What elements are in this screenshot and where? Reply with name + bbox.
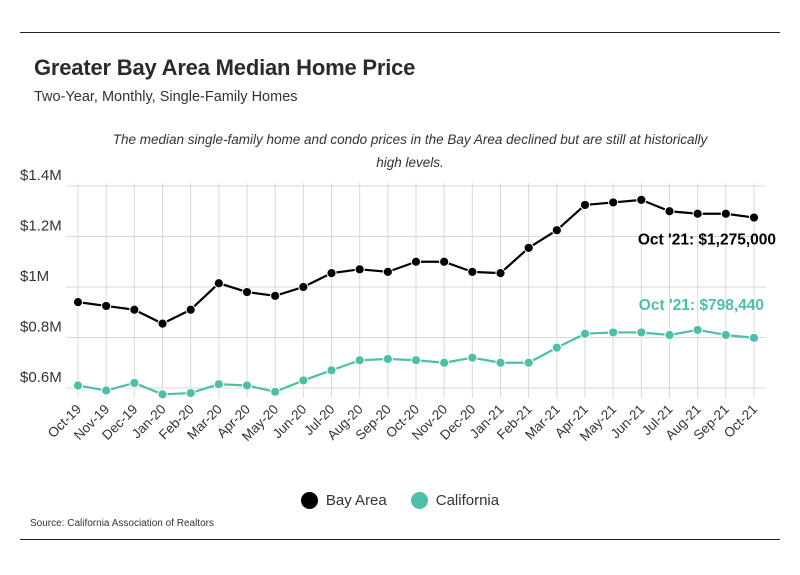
data-point-bay-area[interactable] bbox=[129, 304, 140, 315]
data-point-california[interactable] bbox=[551, 342, 562, 353]
chart-title: Greater Bay Area Median Home Price bbox=[34, 55, 416, 80]
source-note: Source: California Association of Realto… bbox=[30, 518, 214, 529]
data-point-california[interactable] bbox=[129, 377, 140, 389]
data-point-california[interactable] bbox=[241, 380, 253, 391]
data-point-california[interactable] bbox=[579, 328, 591, 339]
end-label-bay-area: Oct '21: $1,275,000 bbox=[638, 232, 776, 249]
data-point-california[interactable] bbox=[439, 357, 450, 368]
line-chart: $1.4M$1.2M$1M$0.8M$0.6MOct-19Nov-19Dec-1… bbox=[20, 167, 776, 444]
data-point-california[interactable] bbox=[185, 387, 196, 399]
data-point-california[interactable] bbox=[382, 353, 393, 365]
data-point-california[interactable] bbox=[72, 380, 84, 391]
data-point-california[interactable] bbox=[298, 375, 309, 386]
data-point-bay-area[interactable] bbox=[157, 318, 168, 329]
data-point-california[interactable] bbox=[213, 379, 224, 390]
chart-subtitle: Two-Year, Monthly, Single-Family Homes bbox=[34, 89, 298, 105]
data-point-california[interactable] bbox=[354, 355, 365, 366]
data-point-bay-area[interactable] bbox=[382, 266, 393, 277]
data-point-bay-area[interactable] bbox=[579, 199, 591, 211]
y-tick-label: $1.4M bbox=[20, 167, 62, 184]
legend-label-bay-area: Bay Area bbox=[325, 492, 387, 509]
data-point-bay-area[interactable] bbox=[185, 304, 196, 315]
legend: Bay Area California bbox=[0, 492, 800, 509]
data-point-bay-area[interactable] bbox=[72, 297, 84, 308]
legend-item-bay-area[interactable]: Bay Area bbox=[300, 492, 387, 509]
data-point-bay-area[interactable] bbox=[326, 268, 337, 279]
data-point-bay-area[interactable] bbox=[692, 208, 703, 219]
legend-label-california: California bbox=[435, 492, 500, 509]
grid-layer bbox=[66, 183, 766, 398]
data-point-bay-area[interactable] bbox=[241, 286, 253, 298]
data-point-bay-area[interactable] bbox=[467, 266, 478, 277]
data-point-california[interactable] bbox=[692, 324, 703, 336]
data-point-bay-area[interactable] bbox=[354, 264, 365, 275]
data-point-california[interactable] bbox=[467, 352, 478, 363]
y-tick-label: $1.2M bbox=[20, 218, 62, 235]
top-rule bbox=[20, 32, 780, 33]
data-point-bay-area[interactable] bbox=[213, 278, 224, 289]
y-tick-label: $0.8M bbox=[20, 319, 62, 336]
data-point-california[interactable] bbox=[608, 327, 619, 338]
data-point-bay-area[interactable] bbox=[298, 281, 309, 293]
data-point-bay-area[interactable] bbox=[439, 256, 450, 267]
data-point-california[interactable] bbox=[410, 355, 422, 366]
data-point-california[interactable] bbox=[636, 327, 647, 338]
data-point-california[interactable] bbox=[720, 329, 731, 341]
y-tick-label: $1M bbox=[20, 268, 49, 285]
y-tick-label: $0.6M bbox=[20, 369, 62, 386]
data-point-bay-area[interactable] bbox=[495, 268, 506, 279]
data-point-bay-area[interactable] bbox=[523, 242, 534, 253]
data-point-california[interactable] bbox=[664, 329, 675, 341]
end-label-california: Oct '21: $798,440 bbox=[639, 297, 764, 314]
data-point-bay-area[interactable] bbox=[551, 225, 562, 236]
data-point-bay-area[interactable] bbox=[270, 290, 281, 301]
data-point-california[interactable] bbox=[101, 385, 112, 396]
legend-marker-california bbox=[410, 492, 428, 509]
data-point-bay-area[interactable] bbox=[720, 208, 731, 219]
data-point-bay-area[interactable] bbox=[748, 212, 760, 223]
point-layer bbox=[72, 194, 760, 400]
chart-annotation: The median single-family home and condo … bbox=[112, 132, 708, 170]
bottom-rule bbox=[20, 539, 780, 540]
data-point-california[interactable] bbox=[270, 386, 281, 397]
legend-item-california[interactable]: California bbox=[410, 492, 500, 509]
data-point-bay-area[interactable] bbox=[608, 197, 619, 208]
data-point-bay-area[interactable] bbox=[664, 206, 675, 217]
data-point-california[interactable] bbox=[326, 365, 337, 376]
data-point-california[interactable] bbox=[523, 357, 534, 368]
legend-marker-bay-area bbox=[300, 492, 318, 509]
data-point-bay-area[interactable] bbox=[410, 256, 422, 267]
data-point-california[interactable] bbox=[495, 357, 506, 368]
data-point-bay-area[interactable] bbox=[636, 194, 647, 205]
data-point-california[interactable] bbox=[748, 332, 760, 343]
data-point-california[interactable] bbox=[157, 389, 168, 400]
data-point-bay-area[interactable] bbox=[101, 300, 112, 312]
